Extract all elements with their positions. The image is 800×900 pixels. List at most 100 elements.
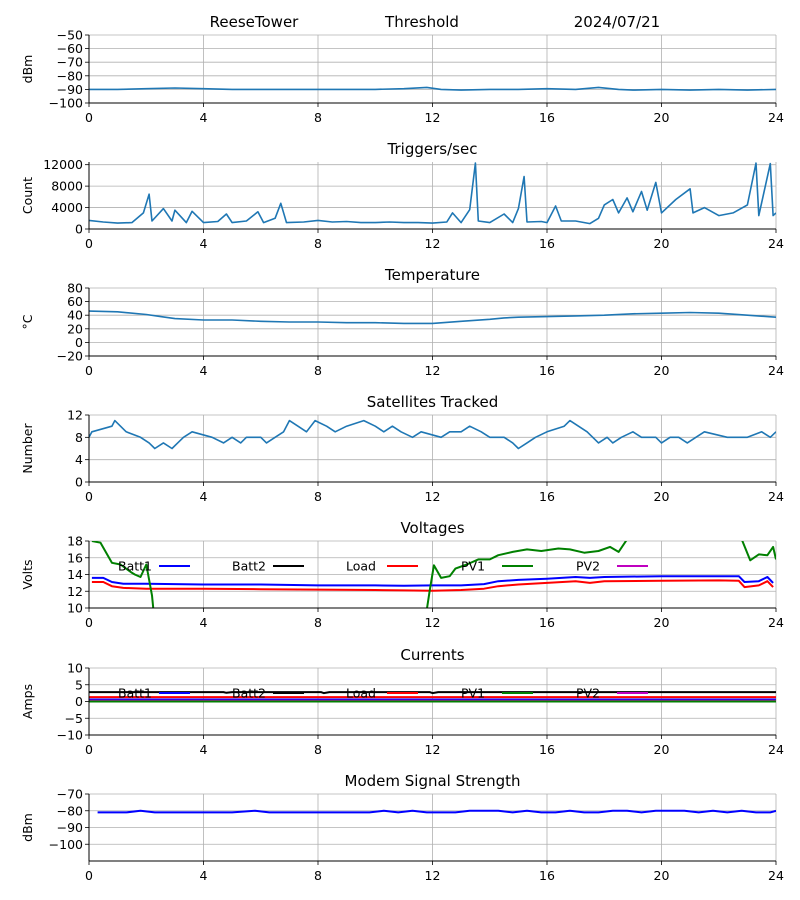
- x-tick-label: 8: [314, 110, 322, 125]
- y-tick-label: −100: [49, 837, 83, 852]
- chart-title: Temperature: [384, 266, 480, 284]
- x-tick-label: 8: [314, 742, 322, 757]
- x-tick-label: 16: [539, 236, 555, 251]
- legend-label-batt1: Batt1: [118, 686, 152, 701]
- x-tick-label: 16: [539, 615, 555, 630]
- series-group: [89, 310, 776, 325]
- y-axis-label: Amps: [20, 684, 35, 719]
- chart-title: Triggers/sec: [387, 140, 478, 158]
- x-tick-label: 16: [539, 489, 555, 504]
- x-tick-label: 24: [768, 489, 784, 504]
- y-tick-label: 20: [67, 321, 83, 336]
- station-name: ReeseTower: [210, 13, 300, 31]
- chart-panel-7: 0 4 8 12 16 20 24 −100 −90 −80−70 Modem Signal Str…: [20, 772, 784, 883]
- legend-label-batt1: Batt1: [118, 559, 152, 574]
- y-tick-label: 14: [67, 567, 83, 582]
- x-tick-label: 20: [654, 363, 670, 378]
- y-tick-label: −90: [57, 820, 83, 835]
- y-tick-label: 12: [67, 584, 83, 599]
- y-tick-label: 60: [67, 294, 83, 309]
- x-tick-label: 12: [425, 110, 441, 125]
- y-tick-label: 16: [67, 550, 83, 565]
- x-tick-label: 4: [200, 489, 208, 504]
- series-line-pv1: [91, 541, 776, 608]
- x-tick-label: 20: [654, 742, 670, 757]
- x-tick-label: 12: [425, 742, 441, 757]
- series-group: [89, 419, 776, 450]
- series-line-batt1: [91, 575, 774, 587]
- series-group: [89, 162, 776, 225]
- x-tick-label: 4: [200, 236, 208, 251]
- y-tick-label: −60: [57, 41, 83, 56]
- legend-label-pv2: PV2: [576, 559, 600, 574]
- legend-label-pv2: PV2: [576, 686, 600, 701]
- mode-label: Threshold: [384, 13, 459, 31]
- series-line-load: [91, 579, 774, 592]
- y-tick-label: 12000: [43, 157, 83, 172]
- x-tick-label: 24: [768, 363, 784, 378]
- y-tick-label: 4000: [51, 200, 83, 215]
- x-tick-label: 20: [654, 236, 670, 251]
- x-tick-label: 24: [768, 615, 784, 630]
- x-tick-label: 8: [314, 236, 322, 251]
- legend-label-pv1: PV1: [461, 686, 485, 701]
- x-tick-label: 8: [314, 363, 322, 378]
- y-tick-label: −5: [65, 711, 83, 726]
- x-tick-label: 0: [85, 236, 93, 251]
- x-tick-label: 0: [85, 615, 93, 630]
- x-tick-label: 0: [85, 742, 93, 757]
- y-tick-label: −20: [57, 349, 83, 364]
- chart-panel-4: 0 4 8 12 16 20 24 0 4 8 12 Satellites Tracked Number: [20, 393, 784, 504]
- x-tick-label: 24: [768, 742, 784, 757]
- x-tick-label: 0: [85, 489, 93, 504]
- x-tick-label: 12: [425, 489, 441, 504]
- series-line-batt1: [97, 809, 776, 814]
- series-line-main: [89, 310, 776, 325]
- legend-label-load: Load: [346, 686, 376, 701]
- chart-panel-1: 0 4 8 12 16 20 24 −100−90−80−70−60−50 dBm: [20, 28, 784, 126]
- series-line-main: [89, 419, 776, 450]
- y-tick-label: −50: [57, 28, 83, 43]
- series-group: [89, 691, 776, 703]
- chart-title: Modem Signal Strength: [345, 772, 521, 790]
- y-tick-label: −100: [49, 96, 83, 111]
- legend-label-pv1: PV1: [461, 559, 485, 574]
- y-axis-label: Count: [20, 177, 35, 214]
- y-tick-label: 0: [75, 222, 83, 237]
- date-label: 2024/07/21: [574, 13, 660, 31]
- y-tick-label: 40: [67, 308, 83, 323]
- x-tick-label: 4: [200, 110, 208, 125]
- x-tick-label: 8: [314, 489, 322, 504]
- x-tick-label: 4: [200, 868, 208, 883]
- x-tick-label: 24: [768, 868, 784, 883]
- x-tick-label: 16: [539, 110, 555, 125]
- x-tick-label: 4: [200, 363, 208, 378]
- series-group: [97, 809, 776, 814]
- x-tick-label: 20: [654, 489, 670, 504]
- y-tick-label: 18: [67, 534, 83, 549]
- x-tick-label: 0: [85, 868, 93, 883]
- series-line-main: [89, 162, 776, 225]
- x-tick-label: 12: [425, 615, 441, 630]
- x-tick-label: 16: [539, 363, 555, 378]
- y-tick-label: −90: [57, 82, 83, 97]
- chart-title: Voltages: [400, 519, 464, 537]
- y-tick-label: −80: [57, 803, 83, 818]
- x-tick-label: 8: [314, 868, 322, 883]
- y-tick-label: −10: [57, 728, 83, 743]
- y-tick-label: 0: [75, 475, 83, 490]
- x-tick-label: 12: [425, 868, 441, 883]
- figure-header: ReeseTower Threshold 2024/07/21: [210, 13, 661, 31]
- x-tick-label: 12: [425, 363, 441, 378]
- x-tick-label: 16: [539, 868, 555, 883]
- y-tick-label: −80: [57, 68, 83, 83]
- y-tick-label: 5: [75, 677, 83, 692]
- y-tick-label: 80: [67, 281, 83, 296]
- y-axis-label: dBm: [20, 813, 35, 842]
- y-tick-label: 10: [67, 661, 83, 676]
- legend-label-batt2: Batt2: [232, 686, 266, 701]
- y-axis-label: Volts: [20, 559, 35, 589]
- series-line-batt2: [89, 691, 776, 695]
